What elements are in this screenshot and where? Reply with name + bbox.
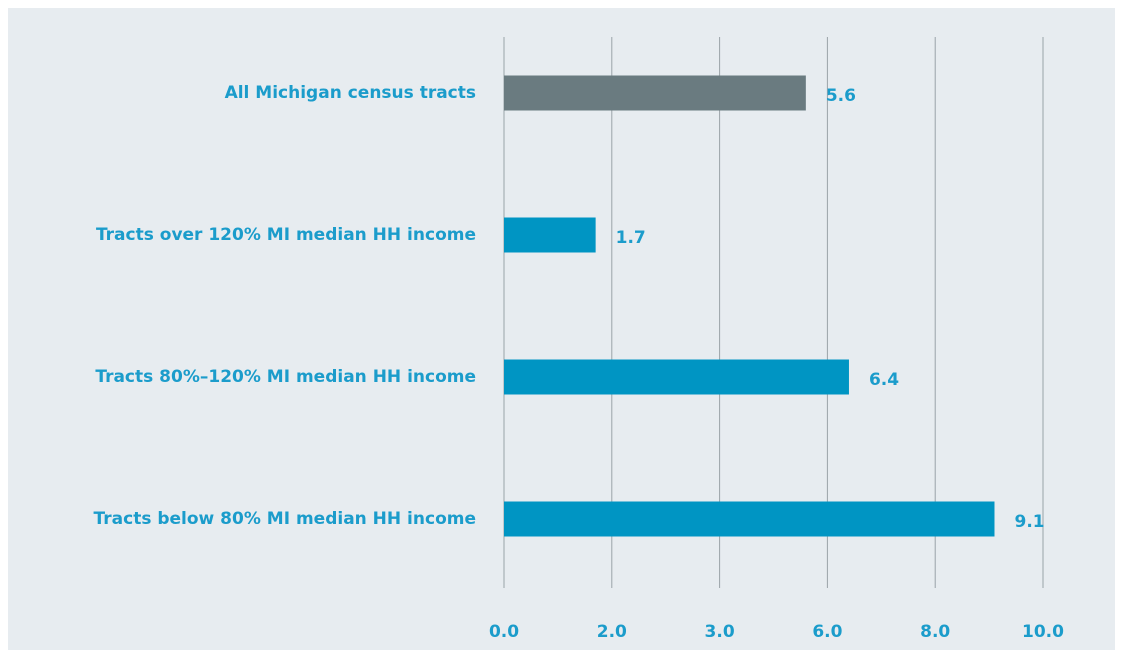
- value-label: 9.1: [1014, 512, 1044, 532]
- value-label: 1.7: [616, 228, 646, 248]
- x-tick-label: 3.0: [705, 622, 735, 642]
- x-tick-label: 0.0: [489, 622, 519, 642]
- y-tick-label: Tracts over 120% MI median HH income: [96, 225, 476, 245]
- bar: [504, 501, 995, 537]
- value-label: 6.4: [869, 370, 899, 390]
- bar: [504, 359, 849, 395]
- x-tick-label: 2.0: [597, 622, 627, 642]
- bar: [504, 75, 806, 111]
- y-tick-label: Tracts below 80% MI median HH income: [94, 509, 476, 529]
- x-tick-label: 8.0: [920, 622, 950, 642]
- y-tick-label: All Michigan census tracts: [225, 83, 476, 103]
- value-label: 5.6: [826, 86, 856, 106]
- y-tick-label: Tracts 80%–120% MI median HH income: [95, 367, 476, 387]
- chart-background: [8, 8, 1115, 650]
- x-tick-label: 10.0: [1022, 622, 1064, 642]
- bar: [504, 217, 596, 253]
- x-tick-label: 6.0: [812, 622, 842, 642]
